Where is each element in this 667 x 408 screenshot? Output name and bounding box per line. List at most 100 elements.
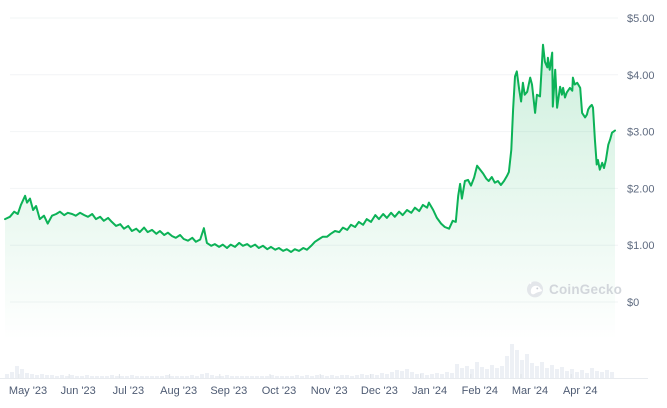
volume-bar: [295, 375, 299, 378]
volume-bar: [350, 376, 354, 378]
x-axis-label: Feb '24: [462, 385, 498, 397]
x-axis-label: Oct '23: [262, 385, 297, 397]
volume-bar: [445, 372, 449, 378]
volume-bar: [505, 356, 509, 378]
volume-bar: [500, 366, 504, 378]
volume-bar: [485, 369, 489, 378]
volume-bar: [20, 369, 24, 378]
volume-bar: [465, 366, 469, 378]
volume-bar: [245, 376, 249, 378]
volume-bar: [65, 376, 69, 378]
volume-bar: [305, 375, 309, 378]
volume-bar: [170, 376, 174, 378]
x-axis-label: Aug '23: [160, 385, 197, 397]
volume-bar: [530, 363, 534, 378]
volume-bar: [15, 366, 19, 378]
volume-bar: [605, 370, 609, 378]
volume-bar: [475, 362, 479, 378]
volume-bar: [260, 376, 264, 378]
volume-bar: [140, 376, 144, 378]
volume-bar: [35, 375, 39, 378]
volume-bar: [525, 354, 529, 378]
volume-bar: [575, 372, 579, 378]
volume-bar: [300, 376, 304, 378]
volume-bar: [145, 376, 149, 378]
x-axis-label: Jan '24: [412, 385, 447, 397]
y-axis-label: $3.00: [627, 127, 655, 139]
volume-bar: [220, 376, 224, 378]
volume-bar: [435, 373, 439, 378]
volume-bar: [95, 376, 99, 378]
volume-bar: [130, 375, 134, 378]
volume-bar: [215, 376, 219, 378]
volume-bar: [470, 369, 474, 378]
volume-bar: [480, 367, 484, 378]
volume-bar: [5, 374, 9, 378]
volume-bar: [385, 374, 389, 378]
y-axis-label: $0: [627, 297, 639, 309]
volume-bar: [585, 373, 589, 378]
volume-bar: [40, 374, 44, 378]
volume-bar: [540, 362, 544, 378]
volume-bar: [355, 375, 359, 378]
volume-bar: [515, 350, 519, 378]
volume-bar: [415, 374, 419, 378]
volume-bar: [100, 376, 104, 378]
volume-bar: [405, 369, 409, 378]
volume-bar: [335, 376, 339, 378]
volume-bar: [135, 376, 139, 378]
volume-bar: [160, 376, 164, 378]
volume-bar: [390, 372, 394, 378]
volume-bar: [290, 376, 294, 378]
volume-bar: [155, 376, 159, 378]
volume-bar: [85, 375, 89, 378]
volume-bar: [90, 376, 94, 378]
volume-bar: [570, 369, 574, 378]
volume-bar: [60, 375, 64, 378]
coingecko-watermark: CoinGecko: [526, 280, 622, 298]
x-axis-label: Dec '23: [361, 385, 398, 397]
volume-bar: [370, 374, 374, 378]
volume-bar: [565, 371, 569, 378]
volume-bar: [455, 364, 459, 378]
volume-bar: [30, 374, 34, 378]
coingecko-logo-icon: [526, 280, 544, 298]
volume-bar: [185, 376, 189, 378]
volume-bar: [555, 369, 559, 378]
volume-bar: [115, 376, 119, 378]
volume-bar: [270, 375, 274, 378]
volume-bar: [545, 368, 549, 378]
x-axis-label: May '23: [9, 385, 47, 397]
volume-bar: [400, 371, 404, 378]
y-axis-label: $1.00: [627, 240, 655, 252]
volume-bar: [225, 375, 229, 378]
volume-bar: [425, 375, 429, 378]
volume-bar: [120, 376, 124, 378]
volume-bar: [195, 376, 199, 378]
volume-bar: [610, 372, 614, 378]
volume-bar: [285, 376, 289, 378]
volume-bar: [75, 376, 79, 378]
volume-bar: [10, 372, 14, 378]
volume-bar: [315, 375, 319, 378]
volume-bar: [560, 367, 564, 378]
volume-bar: [330, 375, 334, 378]
volume-bar: [280, 376, 284, 378]
volume-bar: [450, 373, 454, 378]
volume-bar: [255, 376, 259, 378]
volume-bar: [430, 374, 434, 378]
volume-bar: [105, 376, 109, 378]
volume-bar: [230, 376, 234, 378]
volume-bar: [510, 344, 514, 378]
volume-bar: [240, 376, 244, 378]
x-axis-label: Apr '24: [563, 385, 598, 397]
volume-bar: [125, 376, 129, 378]
volume-bar: [375, 375, 379, 378]
volume-bar: [535, 366, 539, 378]
volume-bar: [395, 370, 399, 378]
volume-bar: [460, 368, 464, 378]
price-line[interactable]: [4, 43, 616, 253]
volume-bar: [495, 368, 499, 378]
volume-bar: [150, 376, 154, 378]
